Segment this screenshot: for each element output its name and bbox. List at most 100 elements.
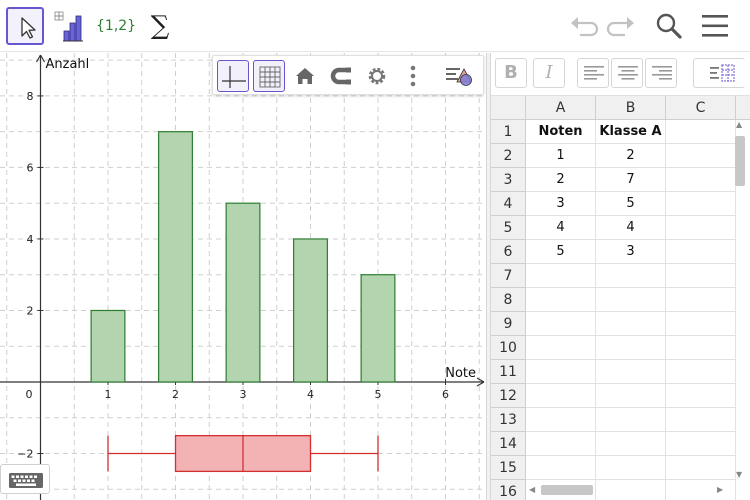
redo-button[interactable] (604, 10, 638, 42)
bold-button[interactable]: B (495, 58, 527, 88)
cell-b[interactable] (596, 384, 666, 408)
cell-c[interactable] (666, 288, 736, 312)
vertical-scrollbar[interactable]: ▲ ▼ (734, 120, 746, 480)
cell-c[interactable] (666, 432, 736, 456)
column-header-b[interactable]: B (596, 96, 666, 120)
cell-b[interactable]: 3 (596, 240, 666, 264)
cell-a[interactable] (526, 336, 596, 360)
vertical-scroll-thumb[interactable] (735, 136, 745, 186)
view-divider[interactable] (486, 53, 491, 500)
align-right-button[interactable] (645, 58, 677, 88)
cell-b[interactable]: 2 (596, 144, 666, 168)
cell-a[interactable]: 4 (526, 216, 596, 240)
scroll-down-arrow-icon[interactable]: ▼ (736, 470, 743, 479)
main-menu-button[interactable] (698, 10, 732, 42)
bar-chart-tool-button[interactable] (51, 7, 89, 45)
cell-c[interactable] (666, 336, 736, 360)
toggle-grid-button[interactable] (253, 60, 285, 92)
cell-b[interactable] (596, 264, 666, 288)
column-header-c[interactable]: C (666, 96, 736, 120)
standard-view-button[interactable] (289, 60, 321, 92)
cell-c[interactable] (666, 216, 736, 240)
cell-b[interactable] (596, 336, 666, 360)
cell-a[interactable] (526, 384, 596, 408)
cell-a[interactable]: 3 (526, 192, 596, 216)
graphics-view[interactable]: 1 2 3 4 5 6 8 6 4 2 −2 0 Note Anzahl (0, 53, 486, 500)
cell-c[interactable] (666, 312, 736, 336)
cell-a[interactable]: 5 (526, 240, 596, 264)
cell-c[interactable] (666, 120, 736, 144)
search-button[interactable] (652, 10, 686, 42)
cell-a[interactable]: 1 (526, 144, 596, 168)
row-header[interactable]: 6 (491, 240, 526, 264)
row-header[interactable]: 2 (491, 144, 526, 168)
column-header-a[interactable]: A (526, 96, 596, 120)
row-header[interactable]: 8 (491, 288, 526, 312)
cell-b[interactable]: Klasse A (596, 120, 666, 144)
cell-b[interactable] (596, 432, 666, 456)
cell-c[interactable] (666, 408, 736, 432)
move-tool-button[interactable] (6, 7, 44, 45)
more-options-button[interactable] (397, 60, 429, 92)
row-header[interactable]: 13 (491, 408, 526, 432)
cell-a[interactable] (526, 432, 596, 456)
align-center-button[interactable] (611, 58, 643, 88)
cell-c[interactable] (666, 456, 736, 480)
cell-c[interactable] (666, 192, 736, 216)
row-header[interactable]: 3 (491, 168, 526, 192)
cell-c[interactable] (666, 144, 736, 168)
cell-a[interactable]: Noten (526, 120, 596, 144)
row-header[interactable]: 15 (491, 456, 526, 480)
point-capturing-button[interactable] (325, 60, 357, 92)
cell-b[interactable] (596, 408, 666, 432)
cell-b[interactable] (596, 480, 666, 500)
cell-c[interactable] (666, 264, 736, 288)
row-header[interactable]: 11 (491, 360, 526, 384)
row-header[interactable]: 12 (491, 384, 526, 408)
align-left-button[interactable] (577, 58, 609, 88)
graphics-settings-button[interactable] (361, 60, 393, 92)
cell-a[interactable] (526, 456, 596, 480)
cell-c[interactable] (666, 168, 736, 192)
row-header[interactable]: 16 (491, 480, 526, 500)
row-header[interactable]: 4 (491, 192, 526, 216)
toggle-axes-button[interactable] (217, 60, 249, 92)
style-bar-toggle-button[interactable] (443, 60, 475, 92)
cell-a[interactable] (526, 312, 596, 336)
row-header[interactable]: 14 (491, 432, 526, 456)
cell-c[interactable] (666, 480, 736, 500)
cell-b[interactable] (596, 312, 666, 336)
cell-c[interactable] (666, 384, 736, 408)
sum-tool-button[interactable]: ∑ (141, 7, 179, 45)
cell-b[interactable] (596, 360, 666, 384)
italic-button[interactable]: I (533, 58, 565, 88)
scroll-right-arrow-icon[interactable]: ▶ (717, 485, 724, 494)
row-header[interactable]: 9 (491, 312, 526, 336)
cell-b[interactable] (596, 288, 666, 312)
row-header[interactable]: 5 (491, 216, 526, 240)
row-header[interactable]: 7 (491, 264, 526, 288)
horizontal-scrollbar[interactable]: ◀ ▶ (527, 483, 727, 497)
cell-b[interactable] (596, 456, 666, 480)
cell-b[interactable]: 5 (596, 192, 666, 216)
cell-a[interactable] (526, 264, 596, 288)
row-header[interactable]: 1 (491, 120, 526, 144)
cell-a[interactable] (526, 288, 596, 312)
list-tool-button[interactable]: {1,2} (96, 7, 136, 45)
cell-b[interactable]: 7 (596, 168, 666, 192)
row-header[interactable]: 10 (491, 336, 526, 360)
cell-b[interactable]: 4 (596, 216, 666, 240)
cell-a[interactable] (526, 408, 596, 432)
table-style-button[interactable] (693, 58, 745, 88)
scroll-up-arrow-icon[interactable]: ▲ (736, 120, 743, 129)
cell-a[interactable] (526, 480, 596, 500)
scroll-left-arrow-icon[interactable]: ◀ (529, 485, 536, 494)
cell-c[interactable] (666, 360, 736, 384)
graphics-canvas[interactable]: 1 2 3 4 5 6 8 6 4 2 −2 0 Note Anzahl (0, 53, 486, 500)
cell-c[interactable] (666, 240, 736, 264)
keyboard-button[interactable] (0, 464, 50, 494)
cell-a[interactable] (526, 360, 596, 384)
horizontal-scroll-thumb[interactable] (541, 485, 593, 495)
corner-cell[interactable] (491, 96, 526, 120)
undo-button[interactable] (567, 10, 601, 42)
